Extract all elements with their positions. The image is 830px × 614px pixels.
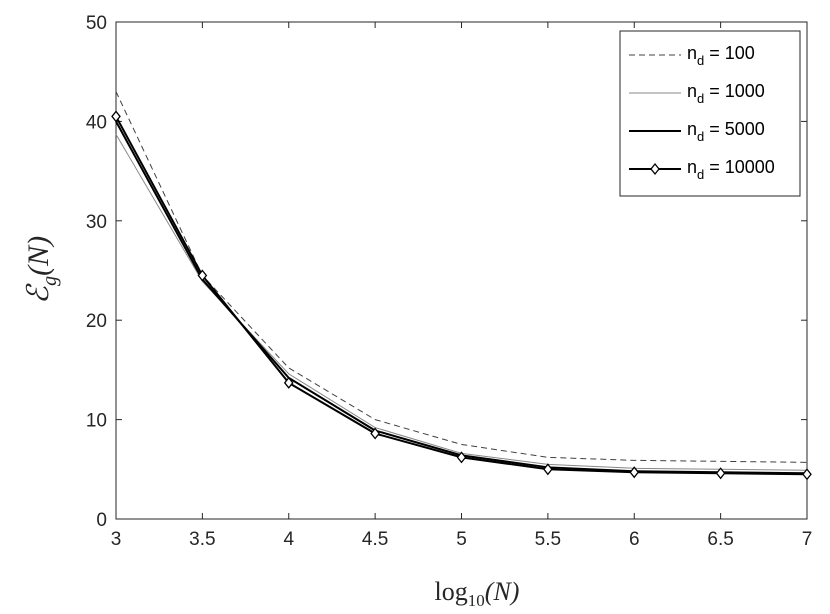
legend-item: nd = 5000 [629,119,765,144]
legend-item: nd = 10000 [629,157,775,182]
series-layer [111,91,812,481]
x-tick-label: 3 [111,529,122,550]
x-tick-label: 3.5 [189,529,215,550]
y-tick-label: 30 [86,212,107,233]
y-axis-label: ℰg(N) [22,236,61,304]
legend-item: nd = 1000 [629,81,765,106]
x-tick-label: 6 [629,529,640,550]
legend: nd = 100 nd = 1000 nd = 5000 nd = 10000 [619,30,801,197]
x-tick-label: 5 [456,529,467,550]
series-1 [115,91,808,463]
data-point-marker [456,451,467,464]
series-line [115,91,808,463]
data-point-marker [283,376,294,389]
data-point-marker [629,466,640,479]
x-axis: 3 3.5 4 4.5 5 5.5 6 6.5 7 [111,22,813,550]
x-tick-label: 4 [283,529,294,550]
y-tick-label: 40 [86,112,107,133]
y-axis: 0 10 20 30 40 50 [86,13,807,531]
data-point-marker [802,468,812,481]
data-point-marker [197,269,208,282]
legend-marker [650,162,660,176]
y-tick-label: 10 [86,411,107,432]
x-tick-label: 5.5 [535,529,561,550]
series-4 [111,110,812,481]
x-tick-label: 4.5 [362,529,388,550]
legend-box [619,30,801,197]
x-axis-label: log10(N) [435,577,520,610]
legend-label: nd = 5000 [687,119,765,144]
legend-label: nd = 1000 [687,81,765,106]
data-point-marker [543,463,553,476]
legend-item: nd = 100 [629,43,755,68]
y-tick-label: 50 [86,13,107,34]
x-tick-label: 7 [802,529,813,550]
legend-label: nd = 10000 [687,157,775,182]
data-point-marker [111,110,121,123]
x-tick-label: 6.5 [707,529,733,550]
y-tick-label: 0 [96,510,107,531]
y-tick-label: 20 [86,311,107,332]
data-point-marker [715,467,726,480]
legend-label: nd = 100 [687,43,755,68]
data-point-marker [370,427,380,440]
